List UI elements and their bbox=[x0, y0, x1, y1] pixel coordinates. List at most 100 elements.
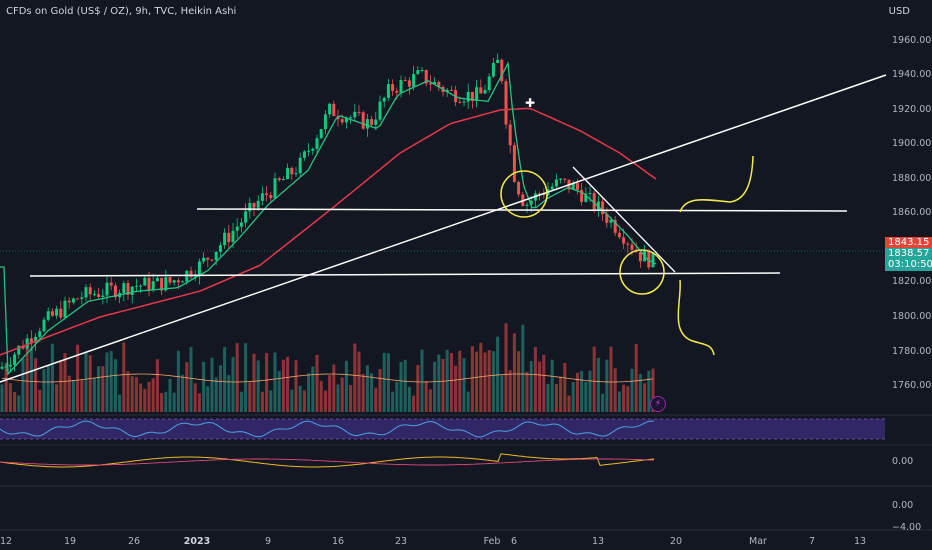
volume-bar bbox=[517, 351, 521, 412]
candle bbox=[525, 204, 529, 206]
candle bbox=[370, 119, 374, 125]
volume-bar bbox=[634, 343, 638, 412]
candle bbox=[466, 91, 470, 102]
annotation-circle-2 bbox=[619, 249, 665, 295]
candle bbox=[294, 173, 298, 175]
volume-bar bbox=[487, 350, 491, 412]
volume-bar bbox=[8, 383, 12, 412]
volume-bar bbox=[151, 378, 155, 412]
volume-bar bbox=[130, 376, 134, 412]
volume-bar bbox=[592, 346, 596, 412]
volume-bar bbox=[361, 373, 365, 412]
candle bbox=[487, 76, 491, 90]
osc-axis-0: 0.00 bbox=[892, 456, 914, 467]
volume-bar bbox=[554, 384, 558, 412]
candle bbox=[189, 270, 193, 278]
candle bbox=[319, 129, 323, 139]
fast-moving-average bbox=[0, 61, 657, 376]
volume-moving-average bbox=[1, 373, 654, 383]
time-tick: Feb bbox=[483, 536, 501, 547]
volume-bar bbox=[407, 386, 411, 412]
volume-bar bbox=[638, 374, 642, 412]
volume-bar bbox=[344, 360, 348, 412]
candle bbox=[46, 311, 50, 320]
candle bbox=[437, 81, 441, 87]
volume-bar bbox=[50, 343, 54, 412]
candle bbox=[332, 103, 336, 117]
candle bbox=[4, 366, 8, 368]
candle bbox=[223, 232, 227, 246]
volume-bar bbox=[244, 343, 248, 412]
candle bbox=[193, 276, 197, 278]
volume-bar bbox=[508, 370, 512, 412]
annotation-circle-1 bbox=[500, 170, 548, 218]
candle bbox=[63, 300, 67, 318]
candle bbox=[596, 201, 600, 210]
volume-bar bbox=[428, 389, 432, 412]
volume-bar bbox=[63, 353, 67, 412]
price-tick: 1780.00 bbox=[892, 346, 932, 357]
time-tick: 9 bbox=[264, 536, 272, 547]
candle bbox=[88, 287, 92, 295]
candle bbox=[71, 298, 75, 303]
volume-bar bbox=[168, 378, 172, 412]
price-tick: 1920.00 bbox=[892, 104, 932, 115]
volume-bar bbox=[529, 361, 533, 412]
candle bbox=[571, 183, 575, 190]
volume-bar bbox=[17, 395, 21, 412]
candle bbox=[622, 237, 626, 244]
candle bbox=[483, 89, 487, 94]
candle bbox=[563, 178, 567, 180]
volume-bar bbox=[101, 366, 105, 412]
candle bbox=[382, 97, 386, 102]
volume-bar bbox=[399, 361, 403, 412]
volume-bar bbox=[4, 363, 8, 412]
volume-bar bbox=[580, 370, 584, 412]
candle bbox=[67, 300, 71, 303]
candle bbox=[38, 331, 42, 337]
volume-bar bbox=[298, 385, 302, 412]
volume-bar bbox=[395, 381, 399, 412]
volume-bar bbox=[525, 371, 529, 412]
volume-bar bbox=[651, 368, 655, 412]
volume-bar bbox=[605, 359, 609, 412]
candle bbox=[542, 193, 546, 196]
candle bbox=[638, 252, 642, 262]
time-tick: 20 bbox=[669, 536, 683, 547]
time-tick: 13 bbox=[853, 536, 867, 547]
volume-bar bbox=[252, 353, 256, 412]
lightning-icon[interactable]: ⚡ bbox=[650, 396, 666, 412]
crosshair-marker: ✚ bbox=[525, 96, 535, 110]
volume-bar bbox=[500, 375, 504, 412]
volume-bar bbox=[575, 372, 579, 412]
candle bbox=[647, 250, 651, 268]
price-tick: 1900.00 bbox=[892, 138, 932, 149]
volume-bar bbox=[92, 378, 96, 412]
volume-bar bbox=[647, 370, 651, 412]
volume-bar bbox=[80, 379, 84, 412]
volume-bar bbox=[67, 375, 71, 412]
candle bbox=[609, 219, 613, 223]
volume-bar bbox=[185, 362, 189, 412]
volume-bar bbox=[189, 346, 193, 412]
volume-bar bbox=[441, 358, 445, 412]
candle bbox=[281, 179, 285, 181]
candle bbox=[315, 138, 319, 149]
candle bbox=[344, 118, 348, 123]
support-line bbox=[29, 272, 781, 277]
volume-bar bbox=[319, 380, 323, 412]
volume-bar bbox=[626, 386, 630, 412]
volume-bar bbox=[164, 391, 168, 412]
candle bbox=[378, 101, 382, 120]
candle bbox=[307, 150, 311, 152]
volume-bar bbox=[88, 355, 92, 412]
volume-bar bbox=[181, 374, 185, 412]
volume-bar bbox=[227, 375, 231, 412]
candle bbox=[21, 345, 25, 349]
candle bbox=[605, 214, 609, 223]
volume-bar bbox=[197, 393, 201, 412]
volume-bar bbox=[315, 355, 319, 412]
candle bbox=[235, 226, 239, 231]
candle bbox=[202, 257, 206, 262]
